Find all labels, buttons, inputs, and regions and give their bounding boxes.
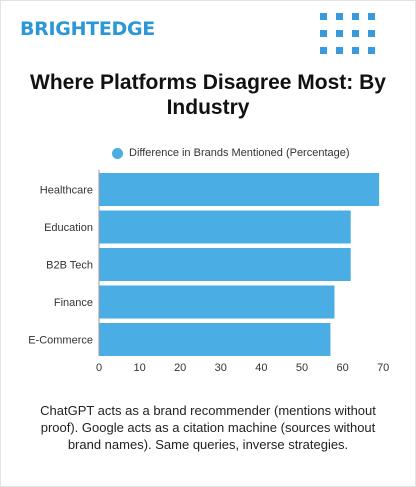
x-tick-label: 10 (133, 362, 145, 374)
x-tick-label: 70 (377, 362, 389, 374)
legend-label: Difference in Brands Mentioned (Percenta… (129, 147, 350, 159)
x-tick-label: 30 (215, 362, 227, 374)
x-tick-label: 50 (296, 362, 308, 374)
category-label: Finance (54, 297, 93, 309)
x-tick-label: 0 (96, 362, 102, 374)
category-label: Education (44, 222, 93, 234)
legend-swatch (112, 147, 123, 159)
x-tick-label: 20 (174, 362, 186, 374)
category-label: Healthcare (40, 185, 93, 197)
bar-e-commerce (99, 323, 331, 356)
bar-finance (99, 285, 335, 319)
chart-caption: ChatGPT acts as a brand recommender (men… (40, 403, 376, 452)
bar-chart: Healthcare Education B2B Tech Finance E-Comm… (28, 170, 389, 374)
chart-title: Where Platforms Disagree Most: By Indust… (30, 71, 386, 119)
bar-education (99, 210, 351, 244)
category-label: B2B Tech (46, 260, 93, 272)
bar-b2b-tech (99, 248, 351, 281)
brand-logo: BRIGHTEDGE (20, 18, 155, 40)
bar-healthcare (99, 173, 380, 206)
x-tick-label: 40 (255, 362, 267, 374)
x-tick-label: 60 (336, 362, 348, 374)
category-label: E-Commerce (28, 335, 93, 347)
chart-legend: Difference in Brands Mentioned (Percenta… (112, 147, 350, 159)
